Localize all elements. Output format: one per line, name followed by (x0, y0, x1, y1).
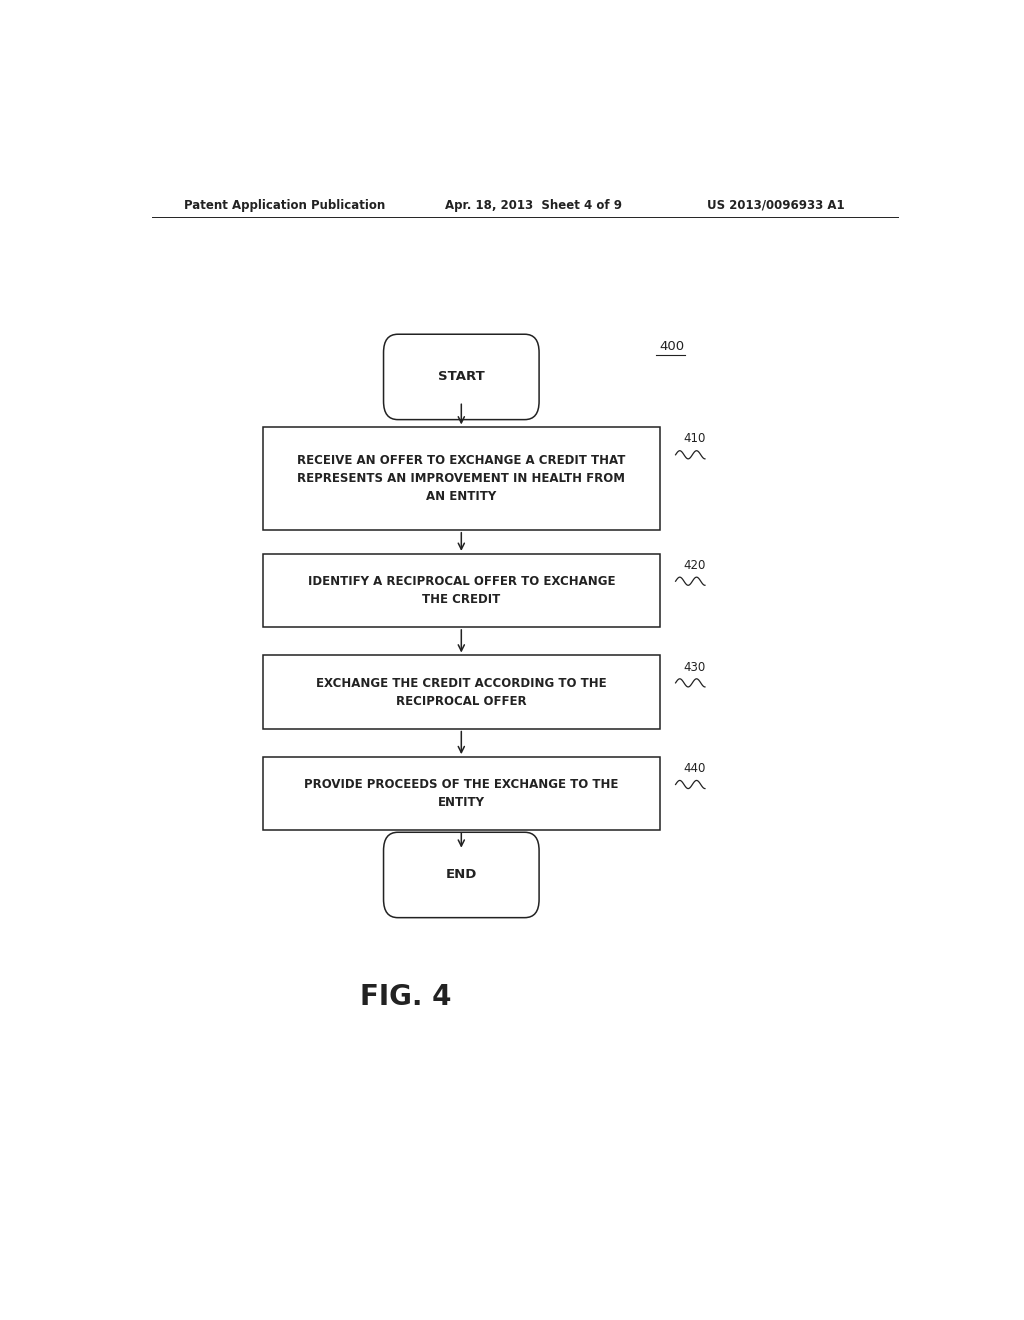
Text: START: START (438, 371, 484, 383)
Text: Apr. 18, 2013  Sheet 4 of 9: Apr. 18, 2013 Sheet 4 of 9 (445, 198, 623, 211)
Text: 410: 410 (684, 433, 706, 445)
Text: EXCHANGE THE CREDIT ACCORDING TO THE
RECIPROCAL OFFER: EXCHANGE THE CREDIT ACCORDING TO THE REC… (316, 677, 606, 708)
Text: FIG. 4: FIG. 4 (360, 983, 452, 1011)
Text: 420: 420 (684, 558, 706, 572)
Text: END: END (445, 869, 477, 882)
Text: Patent Application Publication: Patent Application Publication (183, 198, 385, 211)
FancyBboxPatch shape (263, 428, 659, 529)
Text: 440: 440 (684, 762, 706, 775)
FancyBboxPatch shape (263, 554, 659, 627)
FancyBboxPatch shape (384, 334, 539, 420)
FancyBboxPatch shape (384, 833, 539, 917)
Text: 400: 400 (659, 341, 685, 352)
Text: IDENTIFY A RECIPROCAL OFFER TO EXCHANGE
THE CREDIT: IDENTIFY A RECIPROCAL OFFER TO EXCHANGE … (307, 576, 615, 606)
Text: US 2013/0096933 A1: US 2013/0096933 A1 (708, 198, 845, 211)
Text: RECEIVE AN OFFER TO EXCHANGE A CREDIT THAT
REPRESENTS AN IMPROVEMENT IN HEALTH F: RECEIVE AN OFFER TO EXCHANGE A CREDIT TH… (297, 454, 626, 503)
FancyBboxPatch shape (263, 758, 659, 830)
FancyBboxPatch shape (263, 656, 659, 729)
Text: 430: 430 (684, 660, 706, 673)
Text: PROVIDE PROCEEDS OF THE EXCHANGE TO THE
ENTITY: PROVIDE PROCEEDS OF THE EXCHANGE TO THE … (304, 779, 618, 809)
